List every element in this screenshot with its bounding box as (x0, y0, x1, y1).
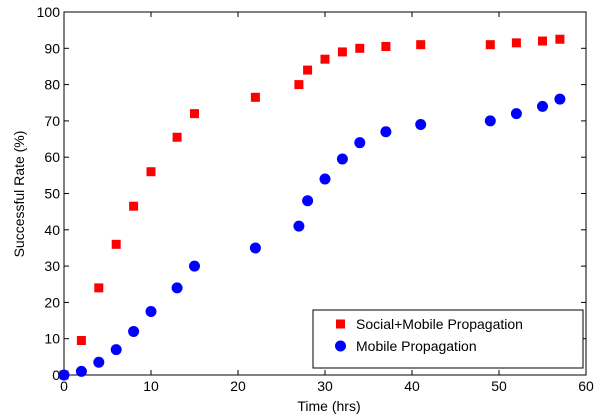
mobile-point (128, 325, 140, 337)
mobile-point (171, 282, 183, 294)
mobile-point (484, 115, 496, 127)
mobile-point (319, 173, 331, 185)
x-axis-label: Time (hrs) (297, 398, 360, 414)
social-mobile-point (511, 38, 521, 48)
social-mobile-point (111, 239, 121, 249)
y-tick-label: 30 (44, 258, 60, 274)
mobile-point (380, 126, 392, 138)
social-mobile-point (320, 54, 330, 64)
y-tick-label: 20 (44, 294, 60, 310)
x-tick-label: 30 (317, 378, 333, 394)
x-tick-label: 50 (491, 378, 507, 394)
x-tick-label: 40 (404, 378, 420, 394)
legend-box (312, 309, 584, 369)
social-mobile-point (250, 92, 260, 102)
x-tick-label: 60 (578, 378, 594, 394)
y-tick-label: 10 (44, 331, 60, 347)
mobile-point (145, 305, 157, 317)
y-tick-label: 70 (44, 113, 60, 129)
social-mobile-point (146, 167, 156, 177)
social-mobile-point (381, 41, 391, 51)
mobile-point (110, 344, 122, 356)
mobile-point (415, 119, 427, 131)
mobile-point (354, 137, 366, 149)
mobile-point (189, 260, 200, 272)
mobile-point (93, 356, 105, 368)
social-mobile-point (355, 43, 365, 53)
legend-label-mobile: Mobile Propagation (356, 338, 477, 354)
y-tick-label: 40 (44, 222, 60, 238)
x-tick-label: 10 (143, 378, 159, 394)
mobile-point (249, 242, 261, 254)
social-mobile-point (129, 201, 139, 211)
legend-marker-social-mobile (336, 319, 345, 329)
mobile-point (537, 100, 548, 112)
social-mobile-point (538, 36, 547, 46)
social-mobile-point (76, 336, 86, 346)
y-tick-label: 100 (37, 4, 61, 20)
mobile-point (510, 108, 522, 120)
mobile-point (293, 220, 305, 232)
mobile-point (75, 365, 87, 377)
legend-label-social-mobile: Social+Mobile Propagation (356, 316, 523, 332)
social-mobile-point (337, 47, 347, 57)
legend-marker-mobile (335, 340, 346, 352)
social-mobile-point (190, 109, 199, 119)
y-tick-label: 80 (44, 77, 60, 93)
y-tick-label: 60 (44, 149, 60, 165)
social-mobile-point (172, 132, 182, 142)
social-mobile-point (303, 65, 313, 75)
tick-labels: 0 10 20 30 40 50 60 0 10 20 30 40 50 60 70 80 90 100 (37, 4, 594, 394)
mobile-point (58, 369, 70, 381)
social-mobile-point (555, 34, 565, 44)
y-tick-label: 50 (44, 186, 60, 202)
x-tick-label: 0 (60, 378, 68, 394)
mobile-point (302, 195, 314, 207)
legend: Social+Mobile Propagation Mobile Propaga… (312, 309, 584, 369)
mobile-point (554, 93, 566, 105)
social-mobile-point (294, 80, 304, 90)
social-mobile-point (416, 40, 426, 50)
y-tick-label: 90 (44, 40, 60, 56)
y-tick-label: 0 (52, 367, 60, 383)
y-axis-label: Successful Rate (%) (11, 131, 27, 258)
mobile-point (336, 153, 348, 165)
social-mobile-point (485, 40, 495, 50)
x-tick-label: 20 (230, 378, 246, 394)
social-mobile-point (94, 283, 104, 293)
data-markers (58, 34, 566, 381)
